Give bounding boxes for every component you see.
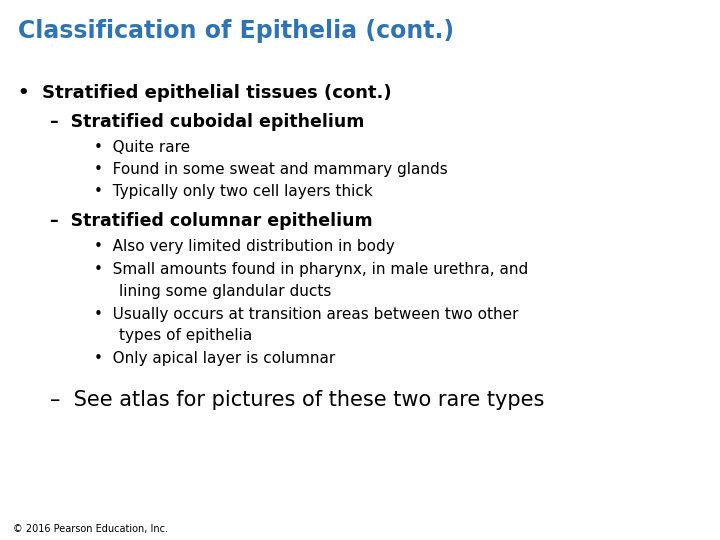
- Text: lining some glandular ducts: lining some glandular ducts: [119, 284, 331, 299]
- Text: –  Stratified cuboidal epithelium: – Stratified cuboidal epithelium: [50, 113, 365, 131]
- Text: •  Small amounts found in pharynx, in male urethra, and: • Small amounts found in pharynx, in mal…: [94, 262, 528, 278]
- Text: •  Usually occurs at transition areas between two other: • Usually occurs at transition areas bet…: [94, 307, 518, 322]
- Text: –  Stratified columnar epithelium: – Stratified columnar epithelium: [50, 212, 373, 230]
- Text: •  Only apical layer is columnar: • Only apical layer is columnar: [94, 351, 335, 366]
- Text: types of epithelia: types of epithelia: [119, 328, 252, 343]
- Text: •  Typically only two cell layers thick: • Typically only two cell layers thick: [94, 184, 372, 199]
- Text: –  See atlas for pictures of these two rare types: – See atlas for pictures of these two ra…: [50, 390, 545, 410]
- Text: Classification of Epithelia (cont.): Classification of Epithelia (cont.): [18, 19, 454, 43]
- Text: •  Stratified epithelial tissues (cont.): • Stratified epithelial tissues (cont.): [18, 84, 392, 102]
- Text: © 2016 Pearson Education, Inc.: © 2016 Pearson Education, Inc.: [13, 523, 168, 534]
- Text: •  Also very limited distribution in body: • Also very limited distribution in body: [94, 239, 395, 254]
- Text: •  Found in some sweat and mammary glands: • Found in some sweat and mammary glands: [94, 162, 447, 177]
- Text: •  Quite rare: • Quite rare: [94, 140, 190, 156]
